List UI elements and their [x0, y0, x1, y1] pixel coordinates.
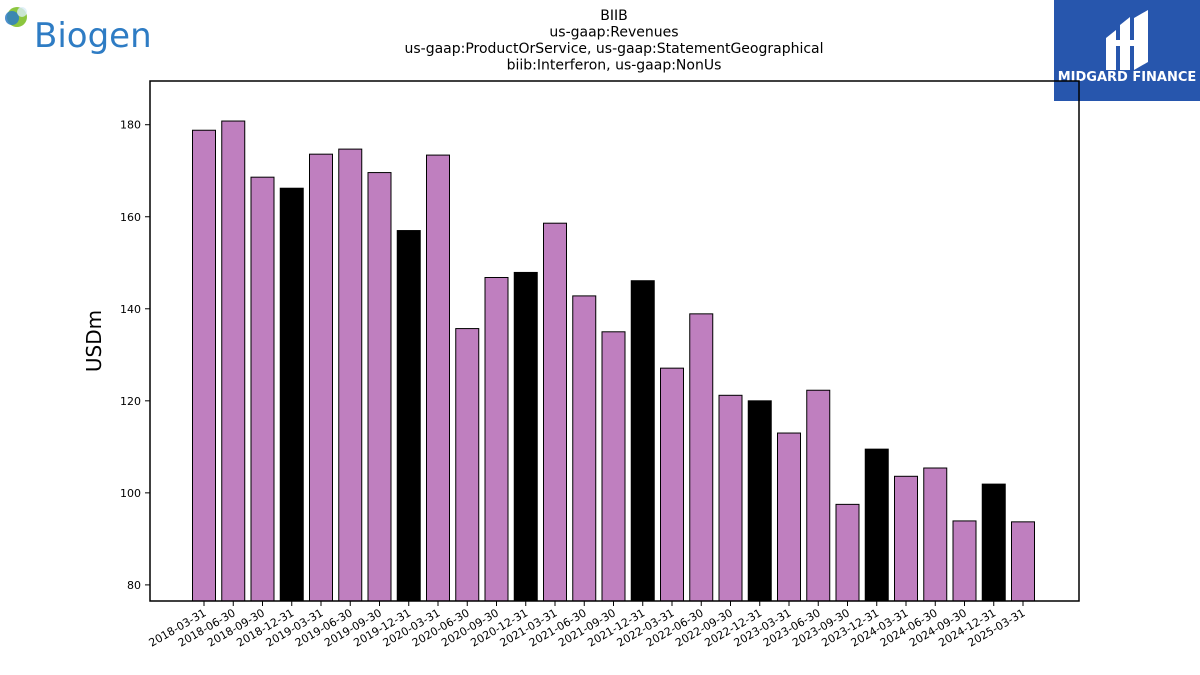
- bar: [279, 187, 304, 602]
- bar: [747, 400, 772, 602]
- publisher-logo-text: MIDGARD FINANCE: [1058, 70, 1197, 85]
- chart-title-line: BIIB: [600, 8, 627, 24]
- bar: [221, 120, 246, 602]
- y-tick-label: 120: [120, 395, 141, 408]
- y-tick-label: 80: [127, 579, 141, 592]
- bar: [689, 313, 714, 602]
- biogen-logo: Biogen: [5, 7, 152, 56]
- bar: [718, 394, 743, 602]
- bar: [864, 448, 889, 602]
- bar: [396, 230, 421, 602]
- bar: [309, 153, 333, 602]
- plot-frame: [149, 80, 1080, 602]
- bar: [952, 520, 977, 602]
- publisher-mark-bar: [1112, 40, 1142, 46]
- logo-globe-highlight: [17, 7, 27, 17]
- bar: [923, 467, 948, 602]
- y-axis: 80 100 120 140 160 180: [120, 119, 150, 592]
- y-tick-label: 140: [120, 303, 141, 316]
- x-axis: 2018-03-312018-06-302018-09-302018-12-31…: [147, 601, 1028, 650]
- bar: [601, 331, 626, 602]
- chart-title: BIIBus-gaap:Revenuesus-gaap:ProductOrSer…: [404, 8, 823, 74]
- y-axis-label: USDm: [82, 310, 106, 372]
- chart-title-line: us-gaap:ProductOrService, us-gaap:Statem…: [404, 41, 823, 57]
- bar: [484, 276, 509, 602]
- bar: [894, 475, 918, 602]
- bar: [513, 271, 538, 602]
- bar: [835, 503, 860, 602]
- bar: [572, 295, 597, 602]
- bar: [1011, 521, 1035, 602]
- publisher-logo: MIDGARD FINANCE: [1054, 0, 1200, 101]
- bars: [192, 120, 1035, 602]
- bar: [981, 483, 1006, 602]
- plot-area: 80 100 120 140 160 180 2018-03-312018-06-3020…: [120, 80, 1080, 650]
- logo-globe-blue: [5, 11, 19, 25]
- bar: [192, 129, 216, 602]
- company-logo-text: Biogen: [34, 16, 152, 56]
- bar: [543, 222, 567, 602]
- bar: [660, 367, 684, 602]
- y-tick-label: 100: [120, 487, 141, 500]
- bar: [806, 389, 831, 602]
- bar: [338, 148, 363, 602]
- bar: [455, 328, 480, 602]
- bar: [630, 280, 655, 602]
- bar: [777, 432, 801, 602]
- bar: [367, 172, 392, 602]
- bar: [250, 176, 275, 602]
- y-tick-label: 180: [120, 119, 141, 132]
- chart-title-line: biib:Interferon, us-gaap:NonUs: [507, 58, 722, 74]
- chart-title-line: us-gaap:Revenues: [549, 25, 678, 41]
- y-tick-label: 160: [120, 211, 141, 224]
- bar: [426, 154, 450, 602]
